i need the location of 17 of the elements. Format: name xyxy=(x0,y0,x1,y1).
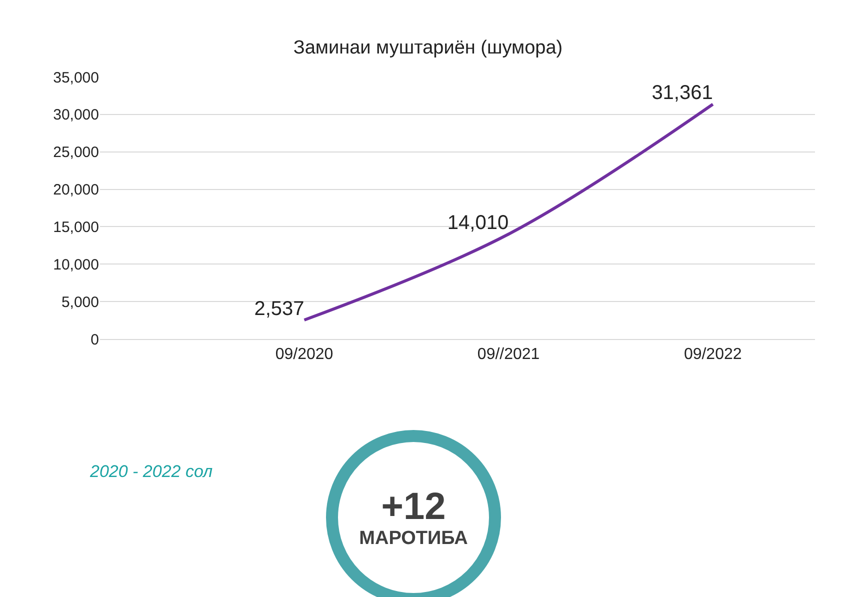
y-tick-label: 5,000 xyxy=(61,294,99,311)
ring: +12 МАРОТИБА xyxy=(326,430,501,597)
x-tick-label: 09/2022 xyxy=(684,346,742,364)
y-tick-label: 35,000 xyxy=(53,69,99,86)
text: 2020 - 2022 сол xyxy=(90,462,213,482)
y-tick-label: 30,000 xyxy=(53,106,99,124)
y-tick-label: 0 xyxy=(90,331,99,348)
chart-title: Заминаи муштариён (шумора) xyxy=(293,37,563,58)
text: 2,537 xyxy=(254,298,304,320)
y-tick-label: 10,000 xyxy=(53,256,99,274)
text: 14,010 xyxy=(447,212,509,234)
x-tick-label: 09//2021 xyxy=(477,346,540,364)
y-tick-label: 25,000 xyxy=(53,144,99,162)
y-tick-label: 20,000 xyxy=(53,182,99,199)
x-tick-label: 09/2020 xyxy=(275,346,334,364)
text: 31,361 xyxy=(652,82,713,104)
y-tick-label: 15,000 xyxy=(53,218,99,236)
